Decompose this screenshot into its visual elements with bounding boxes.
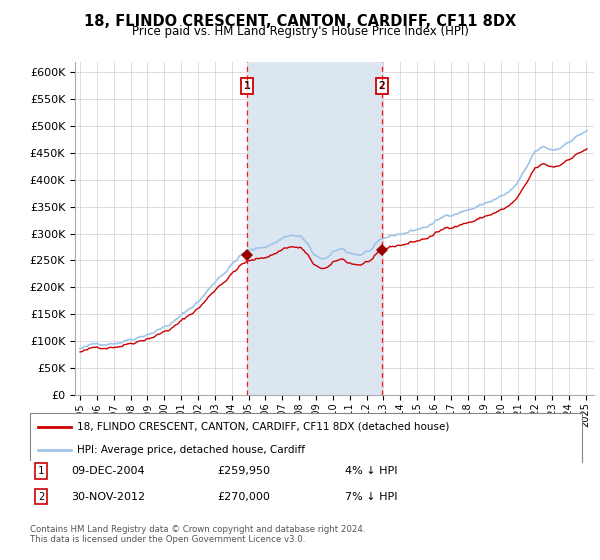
Text: 18, FLINDO CRESCENT, CANTON, CARDIFF, CF11 8DX (detached house): 18, FLINDO CRESCENT, CANTON, CARDIFF, CF… <box>77 422 449 432</box>
Text: 2: 2 <box>379 81 385 91</box>
Text: This data is licensed under the Open Government Licence v3.0.: This data is licensed under the Open Gov… <box>30 535 305 544</box>
Text: £259,950: £259,950 <box>218 466 271 476</box>
Text: Contains HM Land Registry data © Crown copyright and database right 2024.: Contains HM Land Registry data © Crown c… <box>30 525 365 534</box>
Text: 1: 1 <box>38 466 44 476</box>
Text: 2: 2 <box>38 492 44 502</box>
Text: HPI: Average price, detached house, Cardiff: HPI: Average price, detached house, Card… <box>77 445 305 455</box>
Text: 30-NOV-2012: 30-NOV-2012 <box>71 492 146 502</box>
Text: £270,000: £270,000 <box>218 492 271 502</box>
Text: 7% ↓ HPI: 7% ↓ HPI <box>344 492 397 502</box>
Text: 18, FLINDO CRESCENT, CANTON, CARDIFF, CF11 8DX: 18, FLINDO CRESCENT, CANTON, CARDIFF, CF… <box>84 14 516 29</box>
Text: 1: 1 <box>244 81 251 91</box>
Text: 4% ↓ HPI: 4% ↓ HPI <box>344 466 397 476</box>
Bar <box>247 62 382 395</box>
Text: Price paid vs. HM Land Registry's House Price Index (HPI): Price paid vs. HM Land Registry's House … <box>131 25 469 38</box>
Text: 09-DEC-2004: 09-DEC-2004 <box>71 466 145 476</box>
